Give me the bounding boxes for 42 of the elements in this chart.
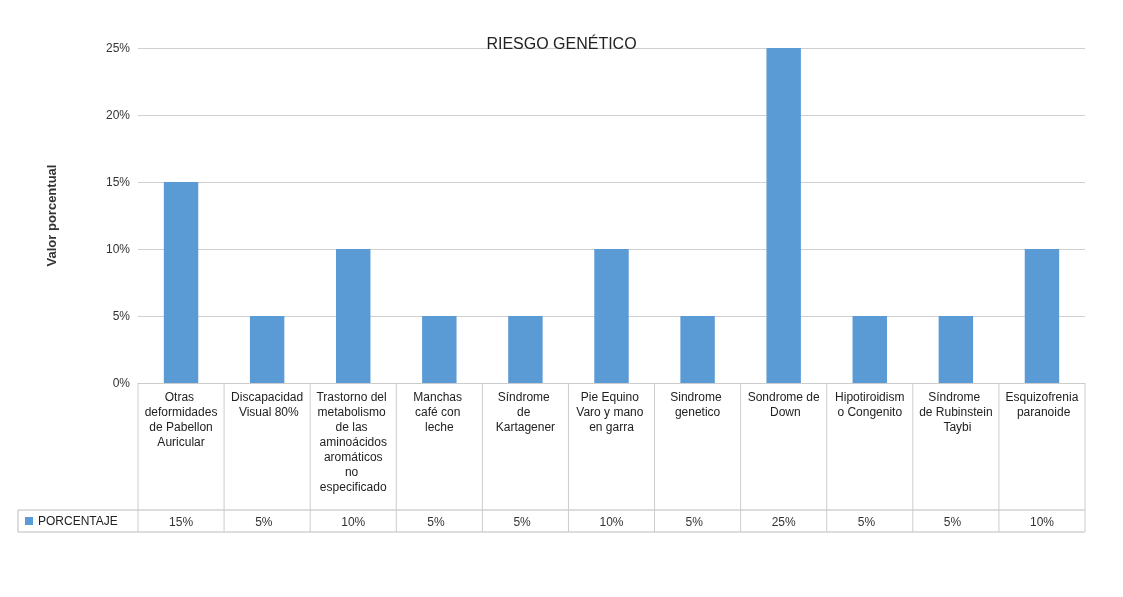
x-tick-label: Esquizofrenia paranoide [1005,389,1079,419]
data-label: 5% [513,515,532,529]
bar [938,316,974,383]
bar [163,182,199,383]
legend-label: PORCENTAJE [38,514,118,528]
bar [852,316,887,383]
x-tick-label: Síndrome de Rubinstein Taybi [919,389,993,434]
y-tick-label: 20% [105,108,131,122]
bar [1024,249,1060,383]
data-label: 5% [685,515,704,529]
y-tick-label: 0% [112,376,131,390]
x-tick-label: Discapacidad Visual 80% [231,389,304,419]
bar [422,316,457,383]
bar [508,316,543,383]
chart-title: RIESGO GENÉTICO [486,33,637,52]
y-tick-label: 10% [105,242,131,256]
data-label: 5% [427,515,445,529]
data-label: 10% [599,515,624,529]
x-tick-label: Pie Equino Varo y mano en garra [576,389,647,434]
data-label: 5% [857,515,876,529]
data-label: 10% [1029,515,1055,529]
x-tick-label: Manchas café con leche [413,389,466,434]
y-tick-label: 25% [105,41,131,55]
x-tick-label: Sondrome de Down [747,389,821,419]
bar [336,249,371,383]
bar [766,48,801,383]
data-label: 5% [255,515,273,529]
bar [594,249,629,383]
data-label: 15% [169,515,194,529]
y-tick-label: 5% [112,309,131,323]
y-tick-label: 15% [105,175,131,189]
bar [249,316,285,383]
data-label: 25% [771,515,797,529]
x-tick-label: Hipotiroidismo Congenito [835,389,905,419]
y-axis-title: Valor porcentual [44,164,59,267]
x-tick-label: Sindrome genetico [670,389,725,419]
x-tick-label: Otras deformidades de Pabellon Auricular [144,389,218,449]
x-tick-label: Síndrome de Kartagener [495,389,556,434]
data-label: 5% [943,515,962,529]
data-label: 10% [341,515,366,529]
x-tick-label: Trastorno del metabolismo de las aminoácidos aromáticos no especificado [316,389,391,494]
bar [680,316,715,383]
